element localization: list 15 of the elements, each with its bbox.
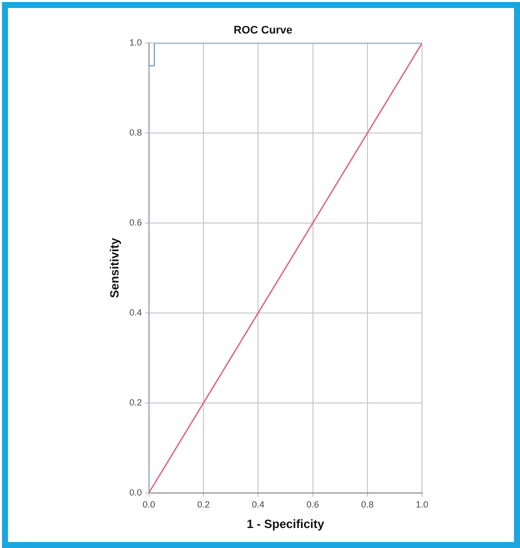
y-tick-label: 0.6	[129, 218, 142, 228]
x-tick-label: 1.0	[416, 500, 428, 510]
y-tick-label: 0.2	[129, 397, 142, 408]
x-tick-label: 0.2	[197, 500, 210, 510]
chart-title: ROC Curve	[234, 24, 292, 37]
x-axis-title: 1 - Specificity	[246, 517, 324, 532]
x-tick-label: 0.4	[252, 500, 264, 510]
y-axis-title: Sensitivity	[108, 238, 122, 298]
y-tick-label: 0.4	[129, 307, 142, 318]
y-tick-label: 0.0	[129, 487, 142, 498]
x-tick-label: 0.6	[306, 500, 320, 510]
y-tick-label: 0.8	[129, 128, 142, 138]
x-tick-label: 0.8	[361, 500, 374, 510]
x-tick-label: 0.0	[142, 500, 156, 510]
y-tick-label: 1.0	[129, 38, 142, 48]
